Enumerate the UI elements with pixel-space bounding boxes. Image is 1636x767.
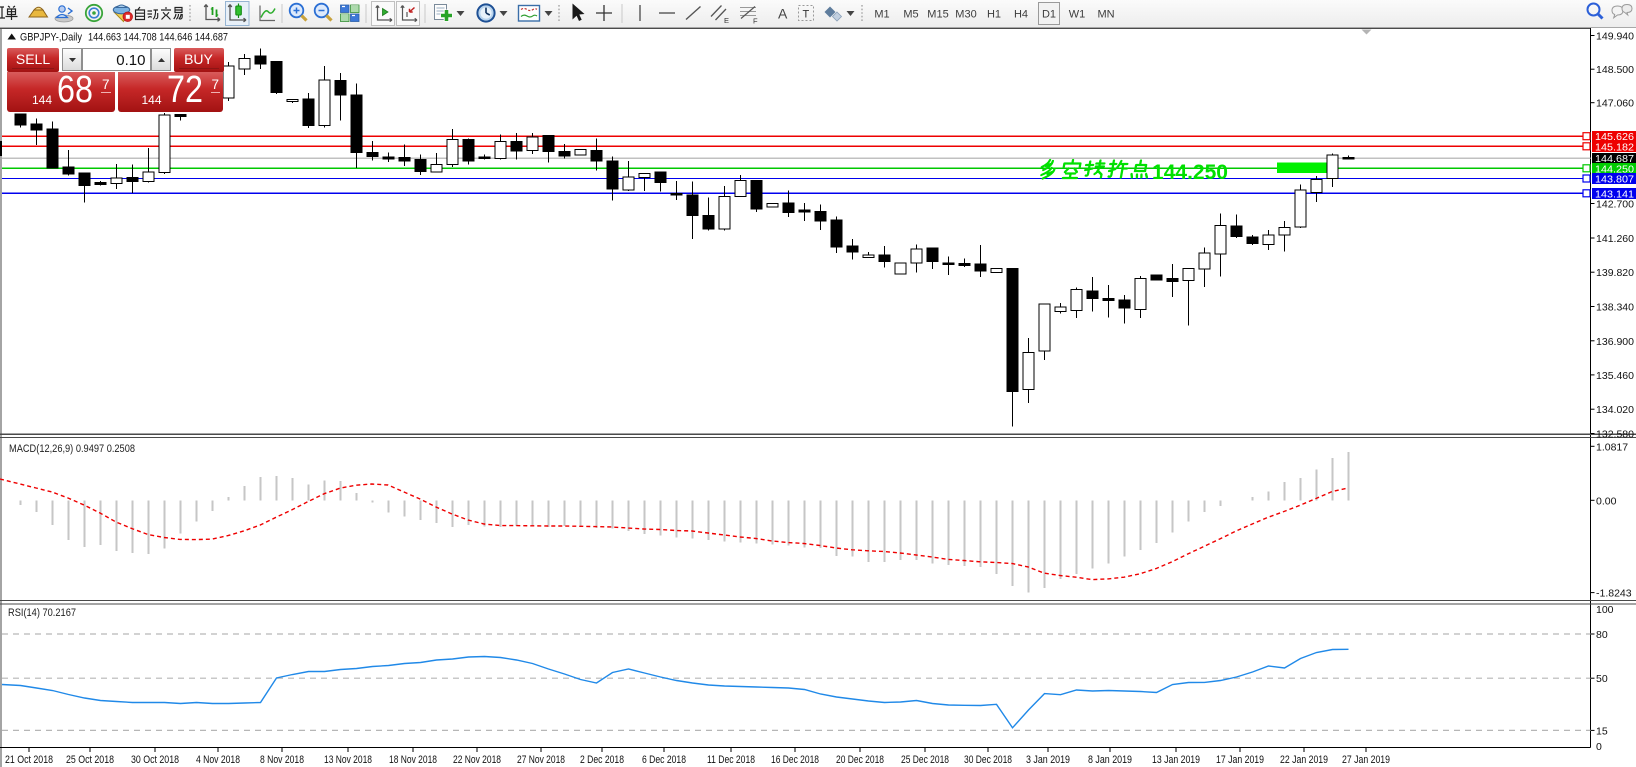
svg-text:3 Jan 2019: 3 Jan 2019 [1026, 754, 1070, 766]
svg-text:30 Oct 2018: 30 Oct 2018 [131, 754, 179, 766]
svg-text:144.250: 144.250 [1152, 161, 1228, 184]
svg-text:A: A [778, 6, 788, 22]
svg-text:147.060: 147.060 [1596, 98, 1634, 110]
svg-text:M1: M1 [874, 9, 889, 21]
svg-text:21 Oct 2018: 21 Oct 2018 [5, 754, 53, 766]
svg-text:8 Nov 2018: 8 Nov 2018 [260, 754, 304, 766]
svg-text:D1: D1 [1042, 9, 1056, 21]
svg-text:30 Dec 2018: 30 Dec 2018 [964, 754, 1012, 766]
svg-text:F: F [753, 17, 758, 26]
svg-text:H4: H4 [1014, 9, 1028, 21]
svg-text:80: 80 [1596, 629, 1608, 641]
svg-text:RSI(14) 70.2167: RSI(14) 70.2167 [8, 607, 76, 619]
svg-text:1.0817: 1.0817 [1596, 441, 1628, 453]
svg-text:11 Dec 2018: 11 Dec 2018 [707, 754, 755, 766]
svg-text:17 Jan 2019: 17 Jan 2019 [1216, 754, 1264, 766]
svg-text:4 Nov 2018: 4 Nov 2018 [196, 754, 240, 766]
svg-text:144.250: 144.250 [1595, 163, 1634, 175]
svg-text:8 Jan 2019: 8 Jan 2019 [1088, 754, 1132, 766]
svg-text:0.00: 0.00 [1596, 495, 1617, 507]
svg-text:143.141: 143.141 [1595, 188, 1634, 200]
svg-text:148.500: 148.500 [1596, 64, 1634, 76]
svg-text:143.807: 143.807 [1595, 174, 1634, 186]
svg-text:135.460: 135.460 [1596, 370, 1634, 382]
svg-text:25 Dec 2018: 25 Dec 2018 [901, 754, 949, 766]
svg-text:H1: H1 [987, 9, 1001, 21]
svg-text:144.687: 144.687 [1595, 153, 1634, 165]
svg-text:149.940: 149.940 [1596, 31, 1634, 43]
svg-text:22 Nov 2018: 22 Nov 2018 [453, 754, 501, 766]
svg-text:145.182: 145.182 [1595, 141, 1634, 153]
svg-text:142.700: 142.700 [1596, 199, 1634, 211]
svg-text:13 Nov 2018: 13 Nov 2018 [324, 754, 372, 766]
svg-text:-1.8243: -1.8243 [1596, 588, 1632, 600]
svg-text:138.340: 138.340 [1596, 302, 1634, 314]
svg-text:27 Nov 2018: 27 Nov 2018 [517, 754, 565, 766]
svg-text:132.580: 132.580 [1596, 429, 1634, 441]
svg-text:22 Jan 2019: 22 Jan 2019 [1280, 754, 1328, 766]
svg-text:145.626: 145.626 [1595, 131, 1634, 143]
svg-text:50: 50 [1596, 673, 1608, 685]
svg-text:GBPJPY-,Daily: GBPJPY-,Daily [20, 32, 82, 44]
svg-text:20 Dec 2018: 20 Dec 2018 [836, 754, 884, 766]
svg-text:27 Jan 2019: 27 Jan 2019 [1342, 754, 1390, 766]
svg-text:M15: M15 [927, 9, 948, 21]
svg-text:6 Dec 2018: 6 Dec 2018 [642, 754, 686, 766]
svg-text:M5: M5 [903, 9, 918, 21]
svg-text:0: 0 [1596, 741, 1602, 753]
svg-text:16 Dec 2018: 16 Dec 2018 [771, 754, 819, 766]
svg-text:T: T [803, 9, 810, 21]
svg-text:136.900: 136.900 [1596, 336, 1634, 348]
svg-text:13 Jan 2019: 13 Jan 2019 [1152, 754, 1200, 766]
svg-text:M30: M30 [955, 9, 976, 21]
svg-text:18 Nov 2018: 18 Nov 2018 [389, 754, 437, 766]
svg-text:141.260: 141.260 [1596, 233, 1634, 245]
svg-text:144.663 144.708 144.646 144.68: 144.663 144.708 144.646 144.687 [88, 32, 228, 44]
svg-text:139.820: 139.820 [1596, 267, 1634, 279]
svg-text:25 Oct 2018: 25 Oct 2018 [66, 754, 114, 766]
svg-text:134.020: 134.020 [1596, 404, 1634, 416]
svg-text:100: 100 [1596, 604, 1614, 616]
svg-text:W1: W1 [1069, 9, 1086, 21]
svg-text:MACD(12,26,9) 0.9497 0.2508: MACD(12,26,9) 0.9497 0.2508 [9, 443, 135, 455]
svg-text:2 Dec 2018: 2 Dec 2018 [580, 754, 624, 766]
svg-text:15: 15 [1596, 725, 1608, 737]
svg-text:E: E [724, 16, 729, 25]
svg-text:MN: MN [1097, 9, 1114, 21]
